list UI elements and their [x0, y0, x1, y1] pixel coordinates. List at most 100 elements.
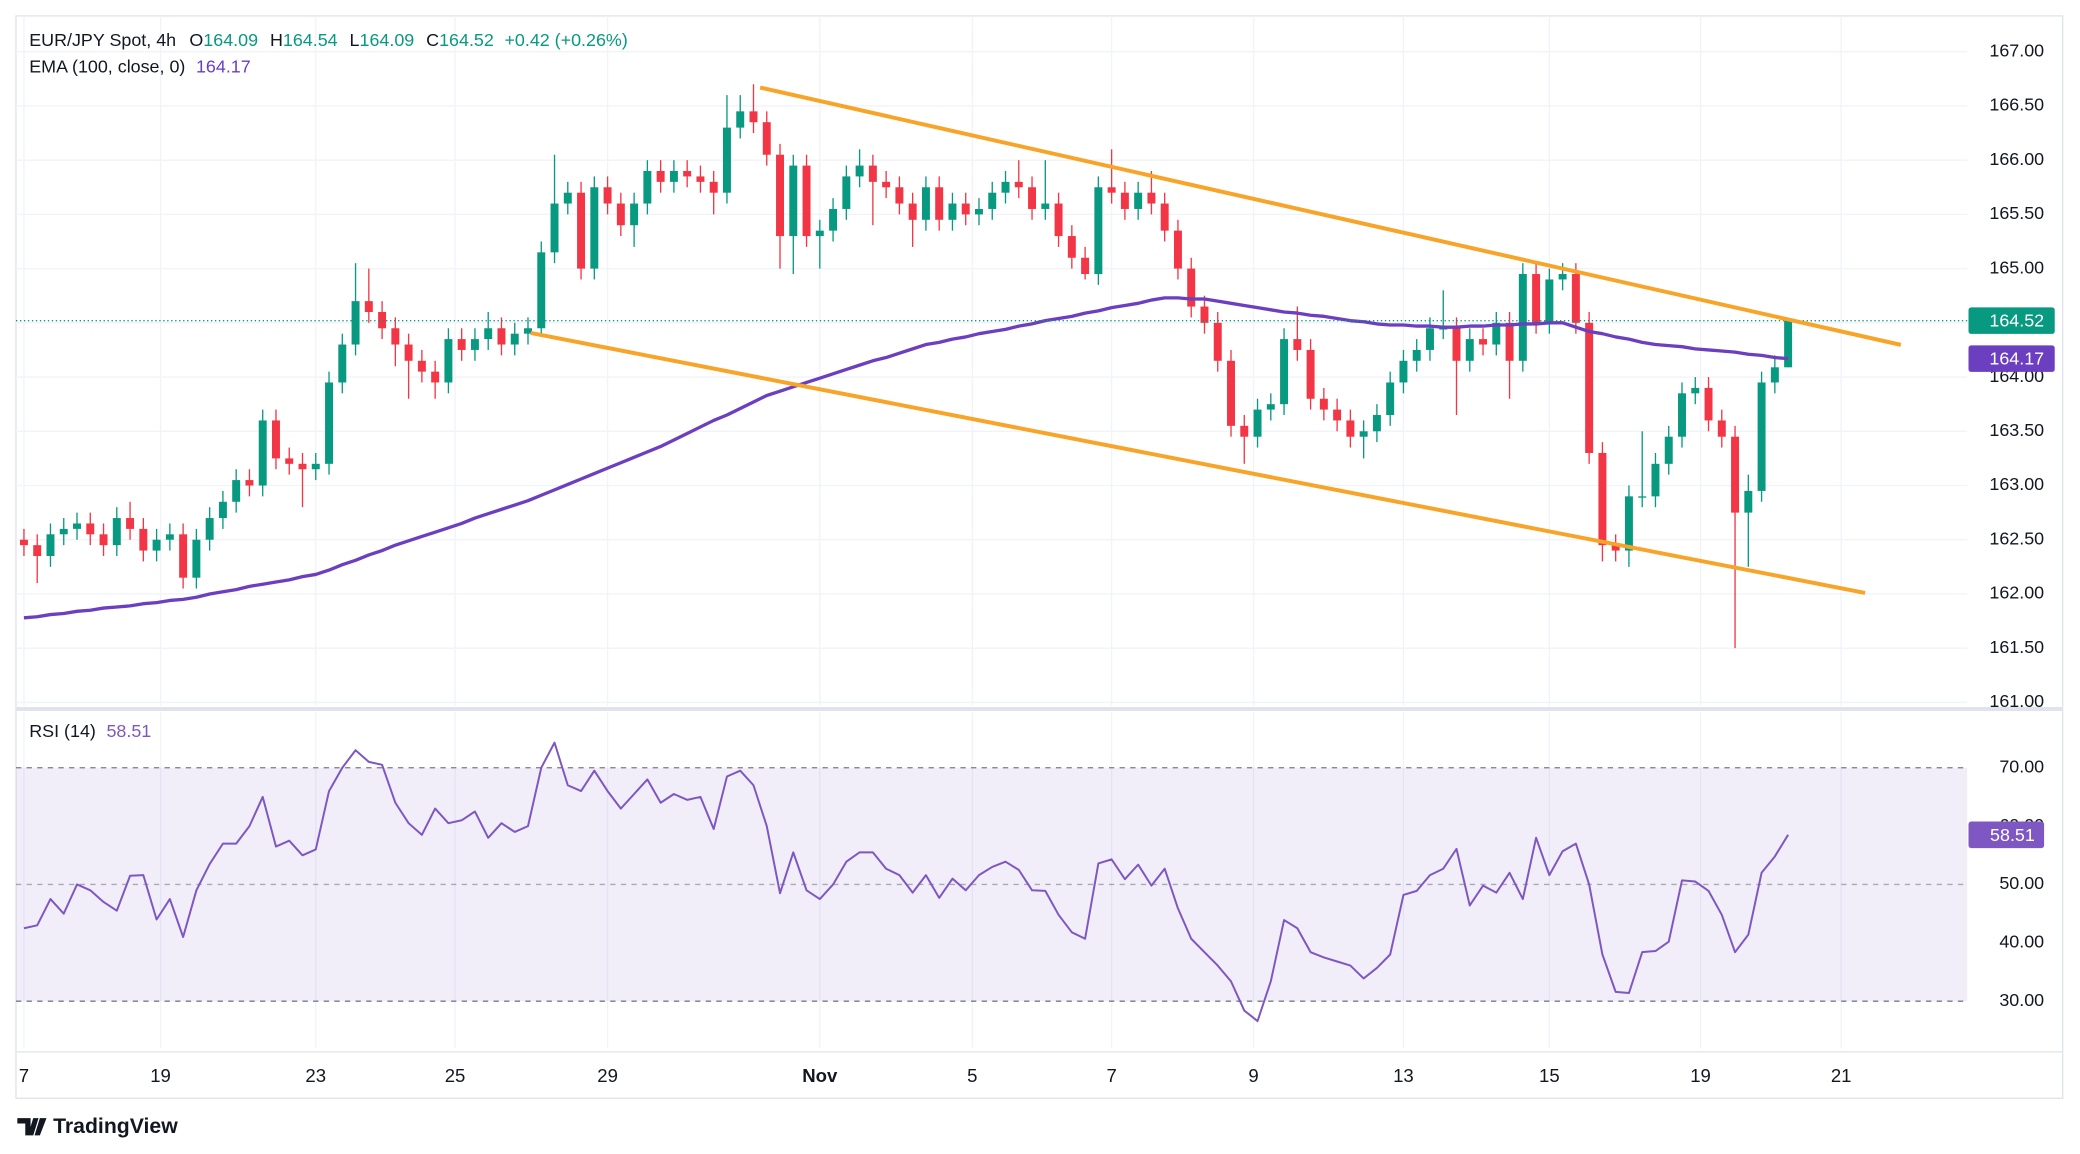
candle-body [1545, 279, 1554, 323]
candle-body [126, 518, 135, 529]
candle-body [325, 382, 334, 464]
ema-badge [1968, 345, 2055, 372]
candle-body [1678, 393, 1686, 437]
trend-channel [530, 85, 1902, 595]
candle-body [33, 545, 42, 557]
candle-body [232, 480, 241, 502]
candle-body [815, 230, 824, 237]
candle-body [1253, 409, 1262, 437]
ema-badge-label: 164.17 [1989, 349, 2044, 369]
candle-body [1571, 274, 1580, 323]
candle-body [1492, 322, 1501, 345]
candle-body [1014, 181, 1023, 188]
marks [15, 84, 1968, 1023]
candle-body [988, 192, 997, 209]
candle-body [497, 328, 506, 345]
candle-body [431, 371, 440, 383]
candle-body [1372, 415, 1381, 432]
ohlc-label: L [350, 30, 360, 50]
candle-body [1624, 496, 1633, 551]
y-tick-label: 163.00 [1989, 474, 2044, 494]
candle-body [1505, 322, 1514, 361]
candle-body [577, 192, 586, 269]
y-tick-label: 162.00 [1989, 583, 2044, 603]
price-legend: EUR/JPY Spot, 4h O164.09 H164.54 L164.09 C16… [29, 30, 628, 50]
y-tick-label: 162.50 [1989, 528, 2044, 548]
candle-body [1611, 545, 1620, 551]
candle-body [842, 176, 851, 209]
x-tick-label: 21 [1831, 1065, 1852, 1086]
ema-value: 164.17 [196, 56, 251, 76]
candle-body [285, 458, 294, 464]
candle-body [245, 480, 254, 486]
candle-body [696, 176, 705, 182]
x-tick-label: Nov [802, 1065, 838, 1086]
candle-body [258, 420, 267, 486]
candle-body [1306, 349, 1315, 399]
y-tick-label: 166.50 [1989, 95, 2044, 115]
ohlc-label: O [189, 30, 203, 50]
x-tick-label: 29 [597, 1065, 618, 1086]
rsi-name: RSI (14) [29, 721, 96, 741]
ohlc-value: 164.09 [360, 30, 415, 50]
candle-body [364, 301, 373, 312]
candle-body [1757, 382, 1766, 491]
candle-body [1412, 349, 1421, 361]
candle-body [1399, 360, 1408, 383]
candle-body [1001, 181, 1010, 193]
x-tick-label: 9 [1248, 1065, 1258, 1086]
candle-body [1452, 328, 1461, 361]
candle-body [683, 171, 692, 177]
candle-body [1386, 382, 1395, 416]
candle-body [630, 203, 639, 226]
candle-body [1280, 339, 1289, 405]
candle-body [1028, 187, 1037, 209]
brand-logo [17, 1118, 47, 1136]
candle-body [417, 360, 426, 372]
candle-body [1067, 236, 1076, 258]
candle-body [524, 328, 532, 334]
candle-body [1691, 387, 1700, 394]
candle-body [1717, 420, 1726, 437]
candle-body [205, 518, 214, 540]
y-tick-label: 167.00 [1989, 40, 2044, 60]
candle-body [603, 187, 612, 204]
candle-body [1107, 187, 1116, 193]
brand: TradingView [17, 1115, 178, 1138]
candle-body [139, 528, 148, 551]
candle-body [948, 203, 957, 220]
ema-legend: EMA (100, close, 0) 164.17 [29, 56, 251, 76]
candle-body [1558, 274, 1567, 280]
overlay: 7 19 23 25 29 Nov 5 7 9 13 15 19 21 161.00 161.50 162.0… [19, 40, 2055, 1086]
candle-body [749, 111, 758, 123]
candle-body [444, 339, 453, 383]
ohlc-value: 164.52 [439, 30, 494, 50]
candle-body [86, 523, 95, 535]
rsi-badge-label: 58.51 [1990, 825, 2035, 845]
candle-body [1081, 257, 1090, 275]
grid [15, 15, 1968, 1048]
x-tick-label: 25 [445, 1065, 466, 1086]
candle-body [1532, 274, 1541, 323]
candle-body [59, 528, 68, 535]
candle-body [762, 122, 771, 155]
candle-body [1784, 320, 1793, 368]
frame [15, 15, 2064, 1099]
x-tick-label: 19 [1690, 1065, 1711, 1086]
candle-body [656, 171, 665, 182]
candle-body [669, 171, 678, 182]
candle-body [908, 203, 917, 220]
ohlc-label: H [270, 30, 283, 50]
candle-body [165, 534, 174, 540]
candle-body [1054, 203, 1063, 237]
x-tick-label: 7 [1106, 1065, 1116, 1086]
candle-body [935, 187, 944, 220]
candle-body [895, 187, 904, 204]
y-tick-label: 166.00 [1989, 149, 2044, 169]
y-tick-label: 70.00 [1999, 756, 2044, 776]
candle-body [802, 165, 811, 237]
candle-body [338, 344, 347, 383]
x-tick-label: 7 [19, 1065, 29, 1086]
candle-body [1134, 192, 1143, 209]
